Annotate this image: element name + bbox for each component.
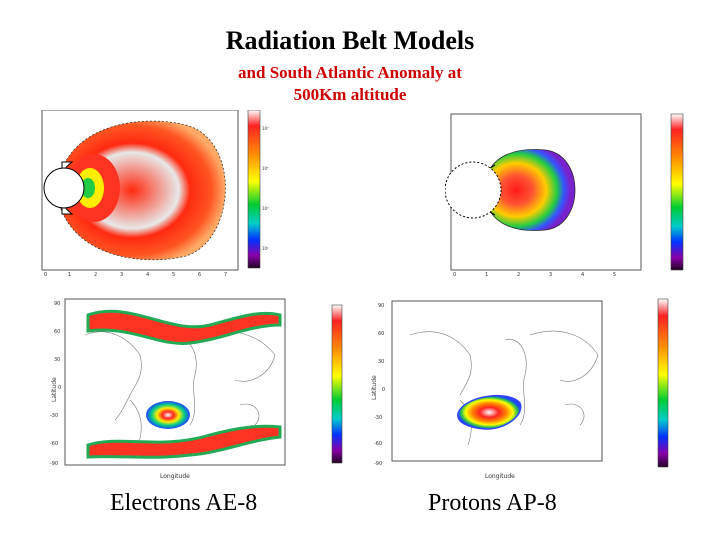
- svg-text:-90: -90: [50, 461, 58, 467]
- svg-text:7: 7: [224, 272, 227, 278]
- electron-saa-map: 90 60 30 0 -30 -60 -90 Latitude Longitude: [50, 298, 343, 480]
- svg-text:0: 0: [44, 272, 47, 278]
- svg-text:3: 3: [549, 272, 552, 278]
- svg-text:4: 4: [581, 272, 584, 278]
- latitude-label-right: Latitude: [371, 375, 378, 400]
- svg-text:1: 1: [68, 272, 71, 278]
- svg-text:-60: -60: [50, 441, 58, 447]
- svg-text:2: 2: [94, 272, 97, 278]
- subtitle-line-2: 500Km altitude: [293, 85, 407, 104]
- svg-text:5: 5: [613, 272, 616, 278]
- svg-text:10³: 10³: [262, 206, 269, 211]
- svg-text:-30: -30: [50, 413, 58, 419]
- caption-electrons: Electrons AE-8: [110, 490, 258, 516]
- svg-text:-90: -90: [374, 461, 382, 467]
- svg-text:1: 1: [485, 272, 488, 278]
- subtitle-line-1: and South Atlantic Anomaly at: [238, 63, 462, 82]
- svg-text:30: 30: [54, 357, 60, 363]
- svg-text:0: 0: [382, 387, 385, 393]
- svg-text:5: 5: [172, 272, 175, 278]
- caption-protons: Protons AP-8: [428, 490, 557, 516]
- svg-text:60: 60: [378, 331, 384, 337]
- svg-text:2: 2: [517, 272, 520, 278]
- svg-text:-60: -60: [374, 441, 382, 447]
- page-title: Radiation Belt Models: [225, 26, 475, 55]
- svg-text:-30: -30: [374, 415, 382, 421]
- electron-belt-plot: 0 1 2 3 4 5 6 7 10⁷ 10⁵ 10³ 10¹: [41, 110, 269, 278]
- svg-text:10¹: 10¹: [262, 246, 269, 251]
- svg-text:0: 0: [453, 272, 456, 278]
- svg-text:90: 90: [378, 303, 384, 309]
- longitude-label-right: Longitude: [485, 473, 515, 480]
- svg-text:3: 3: [120, 272, 123, 278]
- svg-text:6: 6: [198, 272, 201, 278]
- page-subtitle: and South Atlantic Anomaly at 500Km alti…: [165, 62, 535, 106]
- map-lat-ticks-left: 90 60 30 0 -30 -60 -90: [50, 301, 61, 467]
- svg-text:0: 0: [58, 385, 61, 391]
- latitude-label-left: Latitude: [51, 377, 58, 402]
- svg-text:10⁵: 10⁵: [262, 166, 269, 171]
- svg-text:4: 4: [146, 272, 149, 278]
- longitude-label-left: Longitude: [160, 473, 190, 480]
- svg-text:10⁷: 10⁷: [262, 126, 269, 131]
- map-lat-ticks-right: 90 60 30 0 -30 -60 -90: [374, 303, 385, 467]
- proton-saa-map: 90 60 30 0 -30 -60 -90 Latitude Longitude: [371, 298, 669, 480]
- svg-text:90: 90: [54, 301, 60, 307]
- proton-belt-plot: 0 1 2 3 4 5: [445, 113, 684, 278]
- svg-text:60: 60: [54, 329, 60, 335]
- svg-text:30: 30: [378, 359, 384, 365]
